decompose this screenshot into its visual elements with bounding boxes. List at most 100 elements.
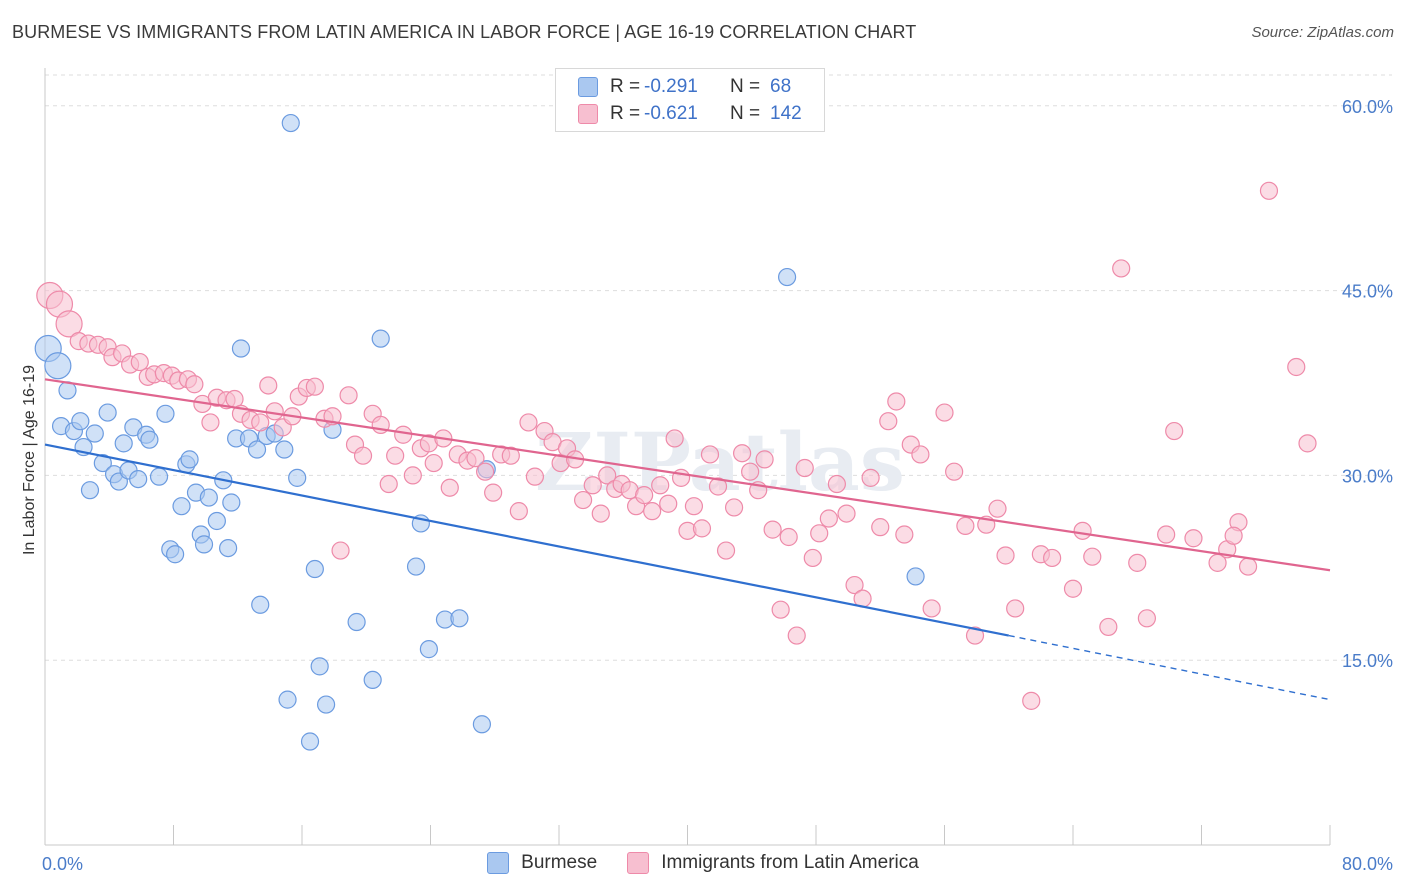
latin-america-point [1022, 691, 1041, 710]
y-tick-label: 30.0% [1342, 466, 1393, 486]
burmese-point [166, 545, 185, 564]
burmese-point [207, 511, 226, 531]
latin-america-point [331, 541, 350, 560]
latin-america-point [386, 446, 405, 465]
latin-america-point [525, 467, 545, 486]
latin-america-point [716, 541, 736, 560]
latin-america-point [911, 445, 930, 464]
latin-america-point [956, 516, 975, 536]
burmese-point [44, 352, 72, 380]
legend-r-value: -0.291 [644, 76, 698, 97]
burmese-point [194, 535, 214, 554]
latin-america-point [965, 626, 985, 645]
series-name-burmese: Burmese [521, 852, 598, 873]
latin-america-point [403, 466, 422, 485]
latin-america-point [353, 446, 373, 465]
burmese-point [371, 329, 390, 348]
burmese-trend-extension [1008, 634, 1331, 701]
latin-america-point [519, 413, 538, 432]
latin-america-point [1006, 599, 1025, 618]
latin-america-point [440, 478, 459, 497]
burmese-point [251, 595, 270, 614]
latin-america-point [583, 476, 602, 495]
latin-america-point [1184, 529, 1203, 548]
latin-america-point [659, 494, 678, 513]
latin-america-point [1287, 357, 1306, 377]
legend-r-value: -0.621 [644, 103, 698, 124]
series-legend-item-burmese: Burmese [487, 852, 597, 874]
series-legend-item-latin-america: Immigrants from Latin America [627, 852, 919, 874]
burmese-point [140, 430, 159, 449]
latin-america-point [861, 468, 880, 487]
latin-america-point [1063, 579, 1083, 598]
latin-america-point [251, 413, 270, 432]
legend-r-label: R = [610, 76, 641, 97]
latin-america-point [1157, 525, 1176, 544]
burmese-point [129, 469, 148, 489]
latin-america-point [887, 392, 906, 411]
latin-america-point [741, 462, 760, 481]
series-name-latin-america: Immigrants from Latin America [661, 852, 919, 873]
series-swatch-blue [487, 852, 510, 874]
legend-n-value: 142 [770, 103, 802, 124]
burmese-point [247, 440, 267, 459]
y-tick-label: 60.0% [1342, 97, 1393, 117]
latin-america-point [484, 483, 503, 502]
burmese-point [406, 557, 426, 576]
burmese-point [71, 412, 90, 431]
burmese-point [305, 559, 324, 579]
legend-r-label: R = [610, 103, 641, 124]
x-tick-label-min: 0.0% [42, 854, 83, 874]
latin-america-point [733, 444, 752, 463]
burmese-point [80, 481, 100, 500]
latin-america-point [466, 449, 485, 468]
latin-america-point [424, 453, 443, 473]
latin-america-point [1043, 548, 1062, 568]
latin-america-point [871, 518, 890, 537]
legend-swatch-blue [578, 77, 598, 97]
burmese-point [231, 339, 251, 358]
latin-america-point [945, 462, 964, 481]
latin-america-point [879, 412, 898, 431]
burmese-point [316, 695, 336, 714]
latin-america-point [1099, 617, 1118, 637]
latin-america-point [476, 462, 495, 481]
burmese-point [93, 453, 112, 473]
burmese-point [149, 467, 169, 486]
latin-america-point [922, 599, 941, 618]
latin-america-point [1112, 259, 1131, 278]
latin-america-point [819, 509, 838, 528]
latin-america-point [201, 413, 220, 432]
series-swatch-pink [627, 852, 650, 874]
legend: R = -0.291 N = 68 R = -0.621 N = 142 [555, 68, 825, 132]
y-axis-label: In Labor Force | Age 16-19 [21, 365, 38, 555]
burmese-trend-line [44, 443, 1009, 637]
latin-america-point [651, 476, 670, 495]
burmese-point [288, 468, 307, 487]
burmese-point [906, 567, 925, 586]
latin-america-point [635, 486, 654, 505]
latin-america-point [837, 504, 856, 523]
latin-america-point [1073, 521, 1092, 540]
latin-america-point [1165, 421, 1184, 441]
latin-america-point [130, 352, 149, 372]
burmese-point [281, 113, 300, 133]
latin-america-point [394, 425, 413, 444]
burmese-point [275, 440, 294, 459]
legend-n-label: N = [730, 103, 761, 124]
latin-america-point [591, 504, 610, 523]
latin-america-point [810, 524, 829, 543]
latin-america-point [692, 519, 712, 538]
latin-america-point [996, 546, 1015, 565]
latin-america-point [803, 548, 822, 568]
latin-america-point [1128, 553, 1147, 572]
latin-america-point [598, 466, 617, 485]
latin-america-point [935, 403, 954, 422]
latin-america-point [339, 386, 358, 405]
legend-row-blue: R = -0.291 N = 68 [578, 75, 791, 99]
legend-swatch-pink [578, 104, 598, 124]
latin-america-point [1298, 434, 1317, 453]
latin-america-point [643, 502, 662, 521]
burmese-point [172, 497, 191, 516]
